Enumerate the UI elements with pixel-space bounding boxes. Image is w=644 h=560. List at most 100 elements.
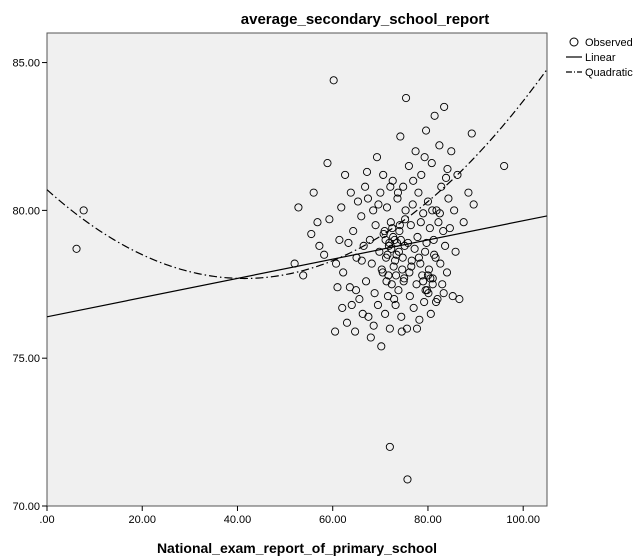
observed-point: [329, 76, 338, 85]
observed-point: [389, 232, 398, 242]
observed-point: [425, 224, 434, 233]
observed-point: [381, 309, 390, 318]
observed-point: [447, 147, 456, 156]
observed-point: [400, 241, 409, 250]
observed-point: [404, 161, 413, 171]
observed-point: [451, 247, 460, 256]
observed-point: [401, 206, 410, 215]
observed-point: [290, 259, 299, 268]
observed-point: [383, 250, 392, 259]
x-tick-label: 80.00: [414, 514, 442, 526]
observed-point: [309, 188, 318, 197]
observed-point: [441, 173, 451, 182]
x-tick-label: 40.00: [224, 514, 252, 526]
observed-point: [331, 327, 340, 336]
observed-point: [399, 182, 408, 191]
observed-point: [467, 129, 476, 138]
observed-point: [364, 312, 373, 321]
observed-point: [418, 271, 427, 280]
observed-point: [429, 235, 438, 244]
observed-point: [388, 176, 397, 185]
observed-point: [419, 277, 428, 286]
observed-point: [464, 188, 473, 197]
observed-point: [395, 221, 404, 230]
observed-point: [426, 274, 435, 283]
plot-area: [46, 32, 548, 507]
observed-point: [420, 153, 429, 162]
observed-point: [439, 227, 448, 236]
observed-point: [416, 218, 425, 227]
observed-point: [436, 259, 445, 268]
observed-point: [385, 442, 394, 451]
observed-point: [384, 241, 393, 250]
observed-point: [453, 170, 462, 179]
observed-point: [430, 250, 439, 259]
observed-point: [440, 102, 449, 111]
legend-linear-label: Linear: [585, 52, 616, 64]
y-tick-label: 70.00: [12, 501, 40, 513]
observed-point: [428, 206, 437, 215]
observed-point: [373, 300, 383, 310]
observed-point: [331, 259, 341, 268]
observed-point: [79, 206, 88, 215]
x-axis: .00 20.00 40.00 60.00 80.00 100.00: [39, 506, 540, 526]
observed-point: [386, 218, 395, 227]
observed-point: [388, 224, 397, 233]
observed-point: [357, 256, 366, 265]
observed-point: [408, 200, 417, 209]
observed-point: [367, 259, 376, 268]
observed-point: [377, 265, 386, 274]
observed-point: [428, 274, 437, 283]
observed-point: [361, 277, 371, 286]
x-tick-label: .00: [39, 514, 54, 526]
observed-point: [390, 295, 399, 304]
observed-point: [430, 111, 439, 120]
observed-point: [395, 227, 404, 236]
observed-point: [320, 250, 329, 259]
observed-point: [403, 475, 412, 484]
observed-point: [421, 126, 431, 135]
observed-point: [424, 265, 433, 274]
observed-point: [397, 327, 406, 336]
observed-point: [435, 209, 444, 218]
observed-point: [427, 159, 436, 168]
observed-point: [323, 159, 332, 168]
observed-point: [444, 194, 453, 203]
x-tick-label: 20.00: [128, 514, 156, 526]
observed-point: [423, 271, 433, 280]
observed-point: [347, 300, 356, 310]
observed-point: [371, 221, 380, 230]
observed-point: [411, 147, 420, 156]
observed-point: [344, 238, 353, 247]
observed-point: [361, 182, 370, 191]
observed-point: [380, 227, 389, 236]
legend-observed-marker: [569, 37, 579, 47]
observed-points: [72, 76, 509, 484]
observed-point: [370, 289, 379, 298]
observed-point: [424, 289, 433, 298]
observed-point: [450, 206, 459, 215]
observed-point: [376, 188, 385, 197]
observed-point: [438, 280, 447, 289]
observed-point: [442, 268, 452, 277]
observed-point: [409, 303, 418, 312]
observed-point: [369, 321, 378, 330]
observed-point: [434, 218, 443, 227]
observed-point: [426, 309, 435, 318]
observed-point: [339, 268, 348, 277]
observed-point: [410, 244, 419, 253]
observed-point: [377, 342, 386, 351]
observed-point: [500, 161, 509, 171]
observed-point: [338, 303, 347, 312]
observed-point: [422, 238, 431, 247]
observed-point: [416, 259, 425, 268]
observed-point: [405, 268, 414, 277]
observed-point: [397, 312, 406, 321]
observed-point: [415, 315, 424, 324]
observed-point: [441, 241, 450, 250]
observed-point: [398, 265, 407, 274]
observed-point: [337, 203, 346, 212]
observed-point: [396, 235, 405, 244]
observed-point: [407, 262, 416, 271]
observed-point: [382, 203, 392, 212]
